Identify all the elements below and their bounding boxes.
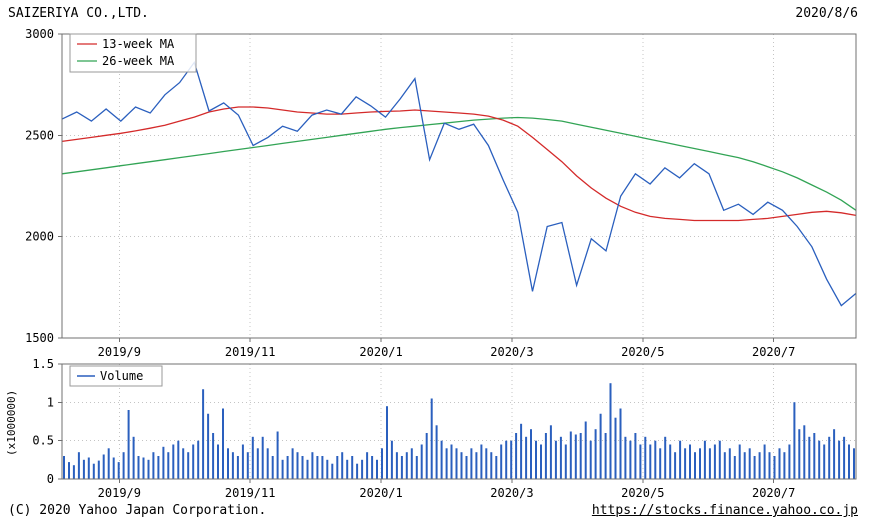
price-gridlines — [62, 34, 856, 338]
volume-legend-label: Volume — [100, 369, 143, 383]
volume-x-tick-label: 2020/5 — [621, 486, 664, 500]
copyright-text: (C) 2020 Yahoo Japan Corporation. — [8, 503, 267, 518]
price-x-tick-label: 2020/5 — [621, 345, 664, 358]
volume-legend: Volume — [69, 365, 163, 387]
price-x-tick-label: 2020/7 — [752, 345, 795, 358]
price-axes: 1500 2000 2500 3000 2019/9 2019/11 2020/1 2020/… — [25, 27, 795, 358]
price-legend: 13-week MA 26-week MA — [69, 33, 197, 73]
chart-header: SAIZERIYA CO.,LTD. 2020/8/6 — [0, 0, 870, 26]
volume-axes: 0 0.5 1 1.5 2019/9 2019/11 2020/1 2020/3 2020/5 2… — [32, 358, 795, 500]
chart-footer: (C) 2020 Yahoo Japan Corporation. https:… — [0, 500, 870, 526]
price-y-tick-label: 2500 — [25, 128, 54, 142]
volume-legend-box — [69, 365, 163, 387]
price-line — [61, 60, 857, 307]
volume-chart: 0 0.5 1 1.5 2019/9 2019/11 2020/1 2020/3 2020/5 2… — [5, 358, 857, 500]
price-chart: 1500 2000 2500 3000 2019/9 2019/11 2020/1 2020/… — [25, 27, 857, 358]
volume-x-tick-label: 2019/11 — [225, 486, 276, 500]
volume-x-tick-label: 2019/9 — [98, 486, 141, 500]
price-y-tick-label: 2000 — [25, 230, 54, 244]
price-series-lines — [61, 60, 857, 307]
chart-date: 2020/8/6 — [795, 6, 858, 21]
volume-y-tick-label: 0.5 — [32, 434, 54, 448]
ma26-legend-label: 26-week MA — [102, 54, 175, 68]
volume-y-tick-label: 1.5 — [32, 358, 54, 371]
legend-box — [69, 33, 197, 73]
price-x-tick-label: 2019/11 — [225, 345, 276, 358]
volume-gridlines — [62, 364, 856, 479]
volume-unit-label: (x1000000) — [5, 390, 18, 456]
volume-x-tick-label: 2020/3 — [490, 486, 533, 500]
volume-plot-border — [61, 363, 857, 480]
volume-y-tick-label: 0 — [47, 472, 54, 486]
source-url-link[interactable]: https://stocks.finance.yahoo.co.jp — [591, 503, 858, 518]
ma26-line — [61, 116, 857, 211]
ma13-line — [61, 106, 857, 222]
price-y-tick-label: 1500 — [25, 331, 54, 345]
price-x-tick-label: 2020/1 — [359, 345, 402, 358]
price-x-tick-label: 2019/9 — [98, 345, 141, 358]
price-plot-border — [61, 33, 857, 339]
price-y-tick-label: 3000 — [25, 27, 54, 41]
ma13-legend-label: 13-week MA — [102, 37, 175, 51]
price-x-tick-label: 2020/3 — [490, 345, 533, 358]
volume-x-tick-label: 2020/7 — [752, 486, 795, 500]
volume-y-tick-label: 1 — [47, 395, 54, 409]
chart-title: SAIZERIYA CO.,LTD. — [8, 6, 149, 21]
volume-bars — [63, 383, 855, 479]
volume-x-tick-label: 2020/1 — [359, 486, 402, 500]
